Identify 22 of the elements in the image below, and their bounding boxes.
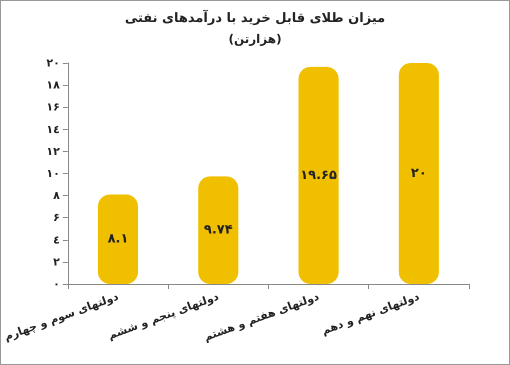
- bar: [198, 176, 238, 284]
- y-tick-label: ۲۰: [46, 56, 60, 70]
- y-tick-label: ۸: [53, 189, 60, 202]
- bar: [298, 66, 339, 284]
- x-tick-label: دولتهای نهم و دهم: [320, 290, 422, 338]
- y-tick-label: ۱۶: [46, 100, 60, 114]
- y-tick-label: ۱۲: [46, 144, 60, 158]
- y-tick-label: ۲: [53, 255, 60, 268]
- y-tick-label: ١٤: [46, 122, 60, 136]
- data-label: ۹.۷۴: [204, 222, 233, 238]
- y-tick-label: ۱۸: [46, 78, 60, 92]
- chart-title: میزان طلای قابل خرید با درآمدهای نفتی: [124, 9, 386, 26]
- bar: [98, 194, 138, 284]
- y-tick-label: ۶: [53, 211, 60, 224]
- y-tick-label: ٤: [53, 233, 60, 246]
- data-label: ۱۹.۶۵: [300, 168, 337, 183]
- data-label: ۲۰: [410, 166, 427, 181]
- y-tick-label: ۱۰: [46, 167, 60, 180]
- y-tick-label: ۰: [53, 278, 60, 290]
- chart-subtitle: (هزارتن): [228, 32, 282, 46]
- data-label: ۸.۱: [108, 232, 128, 247]
- bar: [398, 63, 439, 284]
